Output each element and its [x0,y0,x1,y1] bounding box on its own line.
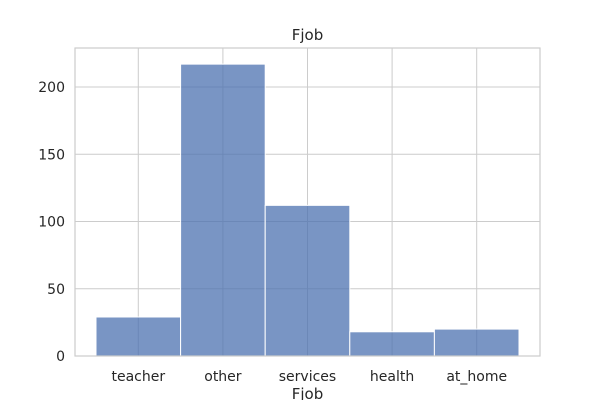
y-tick-label: 0 [56,349,65,365]
bar-at-home [433,328,520,357]
y-tick-label: 50 [47,282,65,298]
x-tick-label: health [370,369,414,385]
x-axis-label: Fjob [292,385,324,400]
bars-group [95,63,520,357]
bar-health [349,331,435,357]
x-tick-label: at_home [446,369,507,385]
bar-teacher [95,316,182,357]
x-tick-label: services [279,369,336,385]
chart-title: Fjob [292,26,324,44]
plot-frame [74,47,541,357]
y-tick-label: 100 [38,215,65,231]
y-tick-label: 200 [38,80,65,96]
y-tick-labels: 0 50 100 150 200 [38,80,65,365]
x-tick-label: teacher [111,369,165,385]
y-tick-label: 150 [38,147,65,163]
x-tick-label: other [204,369,242,385]
x-tick-labels: teacher other services health at_home [111,369,507,385]
bar-other [180,63,266,357]
bar-services [264,204,351,357]
